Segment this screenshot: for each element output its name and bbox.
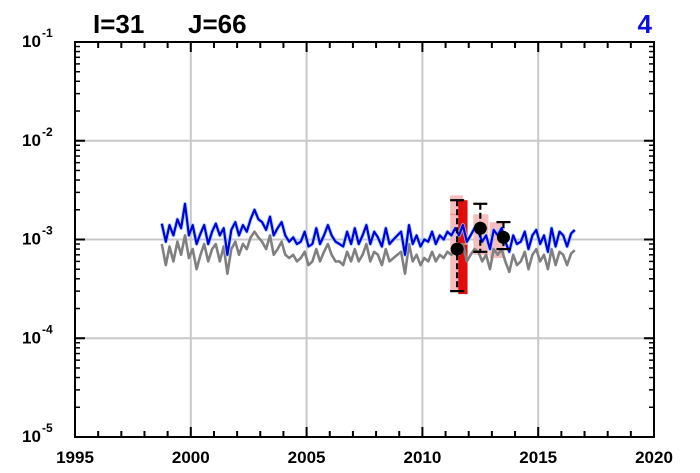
observation-point [496, 230, 510, 244]
observation-point [473, 221, 487, 235]
y-tick-exponent: -3 [42, 224, 53, 238]
observation-points [450, 199, 511, 293]
plot-axes [74, 41, 655, 438]
panel-number: 4 [638, 9, 653, 39]
tick-labels: 1995 2000 2005 2010 2015 202010-510-410-310-2… [22, 26, 673, 467]
i-index-label: I=31 [93, 9, 144, 39]
x-tick-label: 2010 [403, 448, 441, 467]
model-series [159, 201, 577, 275]
grid-lines [75, 42, 654, 437]
y-tick-label: 10 [22, 328, 41, 347]
x-tick-label: 2000 [172, 448, 210, 467]
j-index-label: J=66 [188, 9, 247, 39]
x-tick-label: 2005 [288, 448, 326, 467]
x-tick-label: 2020 [635, 448, 673, 467]
y-tick-label: 10 [22, 230, 41, 249]
y-tick-exponent: -4 [42, 322, 53, 336]
y-tick-exponent: -1 [42, 26, 53, 40]
observation-point [450, 242, 464, 256]
model-series-line [160, 230, 576, 275]
y-tick-label: 10 [22, 131, 41, 150]
y-tick-exponent: -2 [42, 125, 53, 139]
y-tick-label: 10 [22, 32, 41, 51]
y-tick-label: 10 [22, 427, 41, 446]
y-tick-exponent: -5 [42, 421, 53, 435]
x-tick-label: 1995 [56, 448, 94, 467]
x-tick-label: 2015 [519, 448, 557, 467]
